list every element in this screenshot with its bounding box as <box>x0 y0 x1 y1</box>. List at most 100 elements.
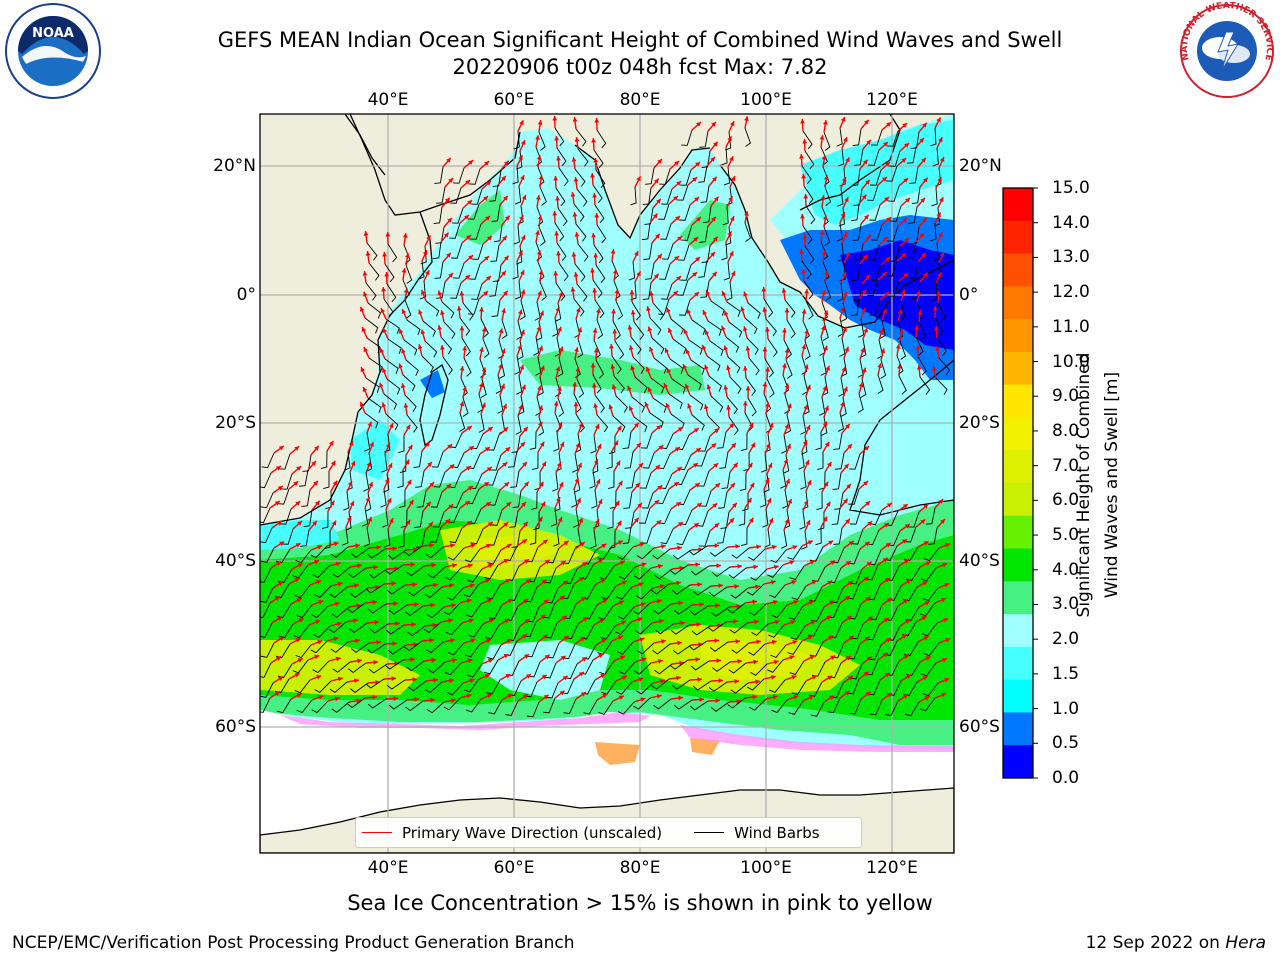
wind-barb <box>466 663 483 678</box>
wind-barb <box>767 564 784 578</box>
wave-arrow-head <box>848 635 854 641</box>
wind-barb <box>857 393 864 413</box>
wind-barb <box>524 586 538 603</box>
colorbar-tick-label: 8.0 <box>1052 420 1080 441</box>
wave-arrow-head <box>879 328 884 334</box>
wind-barb <box>505 700 519 716</box>
colorbar-tick-label: 9.0 <box>1052 386 1080 407</box>
wave-arrow-head <box>941 597 947 603</box>
wind-barb <box>260 547 275 563</box>
wind-barb <box>727 602 746 614</box>
wind-barb <box>710 546 729 557</box>
colorbar-tick-label: 5.0 <box>1052 525 1080 546</box>
wave-arrow-head <box>555 306 560 312</box>
wind-barb <box>574 263 586 282</box>
wave-arrow-head <box>293 481 299 486</box>
wind-barb <box>497 394 504 414</box>
colorbar-swatch <box>1003 646 1033 681</box>
wave-arrow-head <box>745 386 751 391</box>
wave-arrow-head <box>558 482 564 487</box>
wind-barb <box>689 700 709 711</box>
wave-arrow-head <box>861 194 867 200</box>
wind-barb <box>512 165 519 185</box>
wind-barb <box>364 432 371 452</box>
wave-arrow-head <box>360 367 366 373</box>
colorbar-tick-label: 1.5 <box>1052 663 1080 684</box>
wind-barb <box>910 131 920 149</box>
wave-arrow-head <box>505 674 511 679</box>
wind-barb <box>698 260 708 278</box>
wind-barb <box>749 698 767 711</box>
wave-arrow-head <box>679 660 684 666</box>
wave-arrow-head <box>906 579 912 584</box>
wind-barb <box>442 356 453 375</box>
wave-arrow-head <box>372 599 377 605</box>
wave-arrow-head <box>684 383 690 389</box>
wave-arrow-head <box>866 561 872 567</box>
lon-tick-bottom-100e: 100°E <box>740 858 792 878</box>
wave-arrow-head <box>884 197 889 202</box>
wave-arrow-head <box>277 616 283 621</box>
wind-barb <box>888 280 900 297</box>
wave-arrow-head <box>828 540 834 546</box>
lat-tick-left-0: 0° <box>236 285 256 305</box>
wave-arrow-head <box>602 598 608 604</box>
wind-barb <box>847 583 860 600</box>
wind-barb <box>696 510 709 527</box>
wave-arrow-head <box>275 466 281 471</box>
wind-barb <box>471 283 483 300</box>
footer-host: Hera <box>1225 933 1266 953</box>
wind-barb <box>700 280 710 298</box>
wave-arrow-head <box>384 272 390 277</box>
wind-barb <box>527 566 541 583</box>
wave-arrow-head <box>467 658 473 664</box>
wave-arrow-head <box>755 679 760 685</box>
wave-arrow-head <box>294 673 300 678</box>
wave-arrow-head <box>413 642 418 647</box>
wave-arrow-head <box>628 405 634 411</box>
wind-barb <box>837 147 845 167</box>
wave-arrow-head <box>932 306 938 311</box>
wind-barb <box>865 564 879 581</box>
wave-arrow-head <box>704 364 709 370</box>
wind-barb <box>556 147 567 167</box>
wave-arrow-head <box>830 560 836 565</box>
wind-barb <box>676 529 690 546</box>
wind-barb <box>295 644 312 659</box>
wind-barb <box>538 416 545 436</box>
wind-barb <box>463 678 480 693</box>
wave-arrow-head <box>295 638 301 643</box>
wave-arrow-head <box>639 637 645 642</box>
wave-arrow-head <box>537 215 543 220</box>
wind-barb <box>406 414 418 433</box>
wave-arrow-head <box>479 347 484 353</box>
wind-barb <box>366 643 386 654</box>
wave-arrow-head <box>827 461 832 467</box>
wave-arrow-head <box>361 327 367 332</box>
wave-arrow-head <box>431 562 436 568</box>
wave-arrow-head <box>718 678 723 684</box>
wave-arrow-head <box>414 697 419 702</box>
wave-arrow-head <box>916 365 922 370</box>
wave-arrow-head <box>886 692 892 698</box>
wind-barb <box>841 357 848 377</box>
wind-barb <box>805 205 816 225</box>
wave-arrow-head <box>507 599 513 604</box>
wave-arrow-head <box>541 674 547 680</box>
wind-barb <box>831 507 841 525</box>
wave-arrow-head <box>559 595 565 601</box>
wind-barb <box>851 168 861 187</box>
wave-arrow-head <box>347 481 353 487</box>
wind-barb <box>623 491 633 509</box>
wind-barb <box>301 489 311 507</box>
wave-arrow-head <box>539 441 545 447</box>
wave-arrow-head <box>560 560 566 566</box>
wave-arrow-head <box>902 539 907 544</box>
wave-arrow-head <box>523 559 529 564</box>
wave-arrow-head <box>447 444 453 449</box>
wind-barb <box>850 203 860 222</box>
wind-barb <box>514 185 522 205</box>
wave-arrow-head <box>938 232 943 238</box>
wave-arrow-head <box>412 677 417 682</box>
wind-barb <box>701 150 711 169</box>
